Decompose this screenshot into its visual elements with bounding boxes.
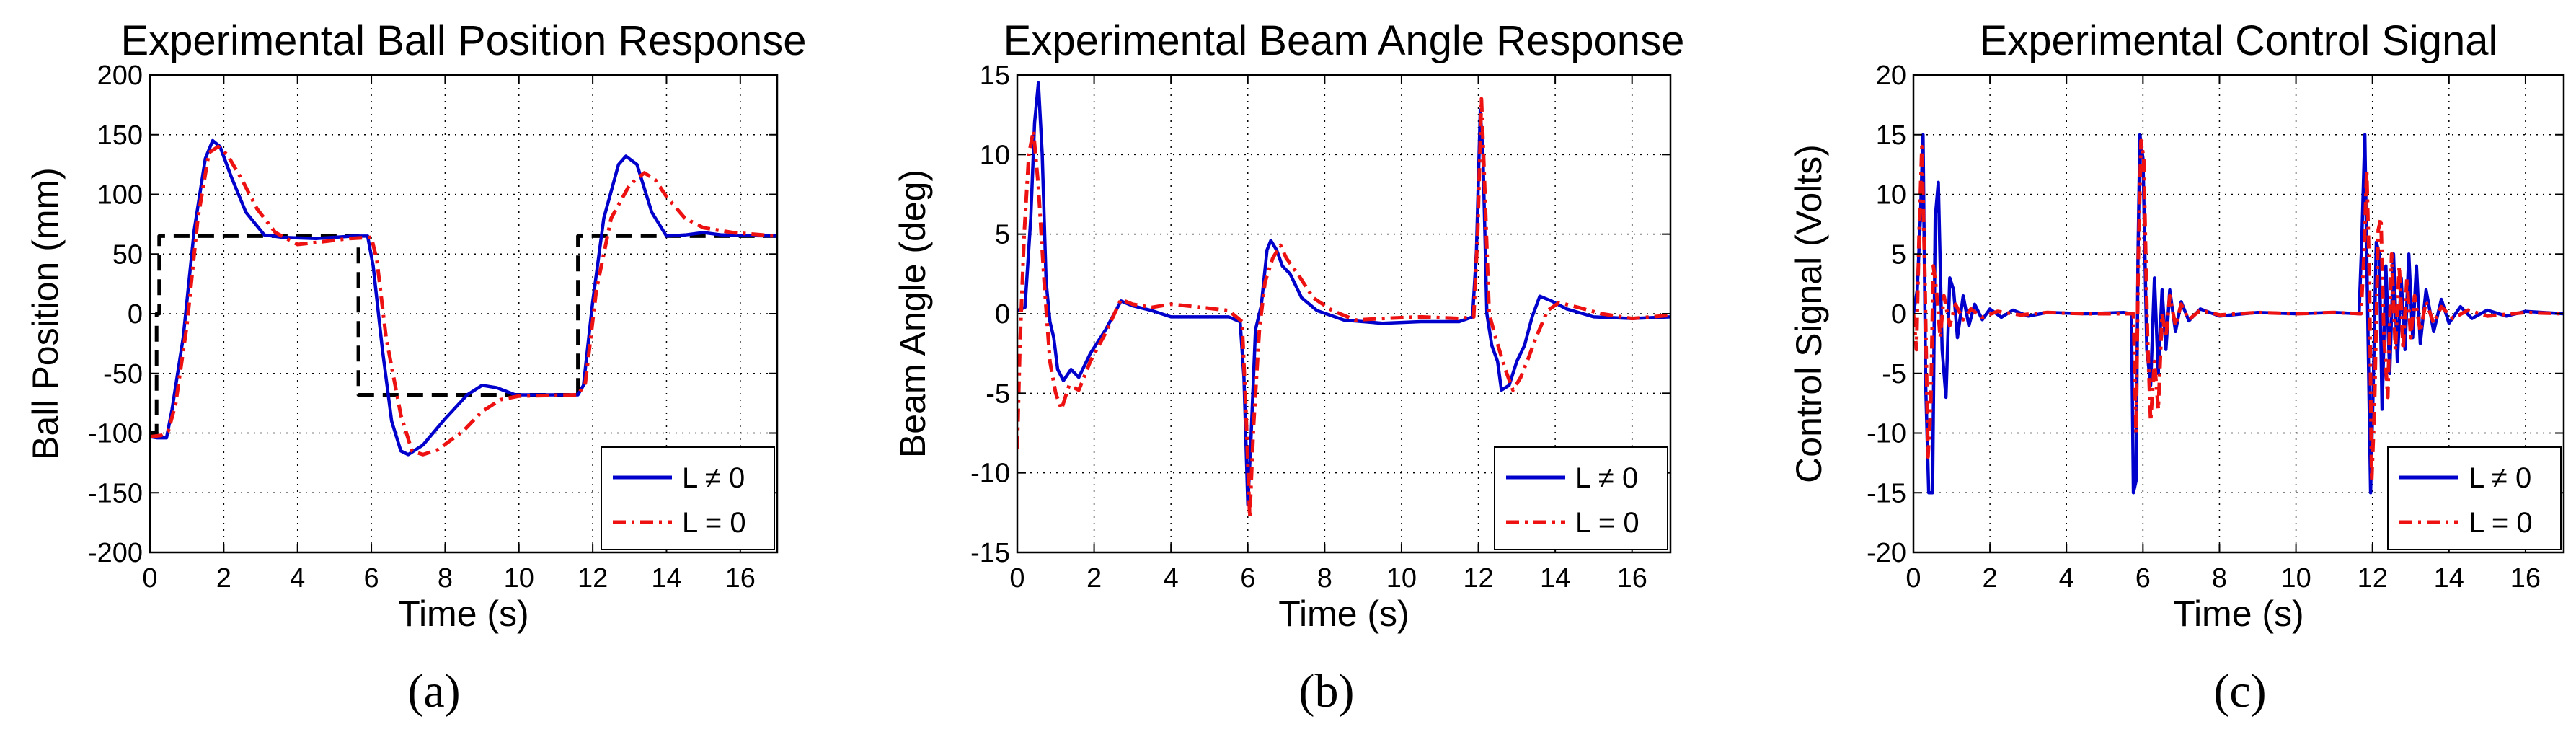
chart-title: Experimental Control Signal [1980, 17, 2498, 64]
legend-entry-label: L ≠ 0 [682, 462, 745, 494]
x-tick-label: 4 [290, 563, 305, 594]
x-tick-label: 2 [216, 563, 231, 594]
y-tick-label: -15 [970, 538, 1010, 568]
legend: L ≠ 0 L = 0 [1494, 446, 1668, 550]
y-tick-label: -15 [1867, 478, 1906, 508]
legend-entry-label: L ≠ 0 [1575, 462, 1638, 494]
y-tick-label: 0 [128, 299, 143, 330]
x-tick-label: 16 [725, 563, 756, 594]
y-tick-label: 100 [97, 180, 143, 211]
legend: L ≠ 0 L = 0 [2387, 446, 2562, 550]
x-axis-label: Time (s) [398, 594, 528, 634]
x-tick-label: 0 [142, 563, 157, 594]
panel-label: (a) [407, 665, 460, 718]
x-tick-label: 8 [2212, 563, 2227, 594]
x-tick-label: 10 [2280, 563, 2311, 594]
legend-box [1494, 446, 1668, 550]
legend-box [2387, 446, 2562, 550]
y-tick-label: -100 [88, 419, 143, 449]
y-tick-label: -150 [88, 478, 143, 508]
legend: L ≠ 0 L = 0 [601, 446, 775, 550]
series-line-l-zero [150, 144, 777, 457]
x-tick-label: 2 [1086, 563, 1102, 594]
y-tick-label: -10 [970, 459, 1010, 489]
y-axis-label: Beam Angle (deg) [893, 169, 933, 458]
x-tick-label: 16 [2510, 563, 2541, 594]
x-tick-label: 4 [2059, 563, 2074, 594]
y-tick-label: -5 [986, 379, 1010, 409]
y-tick-label: -200 [88, 538, 143, 568]
x-tick-label: 16 [1617, 563, 1647, 594]
y-tick-label: -20 [1867, 538, 1906, 568]
y-tick-label: 10 [1876, 180, 1906, 211]
x-tick-label: 8 [1317, 563, 1332, 594]
legend-entry-label: L = 0 [2469, 507, 2533, 539]
chart-title: Experimental Ball Position Response [120, 17, 806, 64]
series-line-l-zero [1017, 97, 1670, 519]
y-tick-label: 0 [995, 299, 1010, 330]
x-tick-label: 12 [577, 563, 608, 594]
chart-panel-b: 0 2 4 6 8 10 12 14 16 -15 -10 -5 0 5 10 15Experimental … [893, 17, 1684, 718]
x-tick-label: 6 [363, 563, 379, 594]
y-axis-label: Control Signal (Volts) [1789, 144, 1829, 483]
x-tick-label: 0 [1009, 563, 1024, 594]
x-tick-label: 14 [651, 563, 681, 594]
x-tick-label: 10 [1386, 563, 1417, 594]
x-tick-label: 14 [1540, 563, 1570, 594]
y-tick-label: 0 [1891, 299, 1906, 330]
y-tick-label: 50 [112, 239, 143, 270]
y-tick-label: -5 [1882, 359, 1906, 389]
series-line-l-nonzero [150, 138, 777, 457]
y-tick-label: 5 [995, 220, 1010, 250]
chart-title: Experimental Beam Angle Response [1004, 17, 1685, 64]
y-tick-label: 10 [980, 140, 1010, 170]
x-tick-label: 0 [1906, 563, 1921, 594]
x-tick-label: 6 [2135, 563, 2151, 594]
x-axis-label: Time (s) [2173, 594, 2303, 634]
x-tick-label: 14 [2434, 563, 2464, 594]
series-group [1017, 81, 1670, 519]
y-tick-label: 5 [1891, 239, 1906, 270]
legend-entry-label: L = 0 [1575, 507, 1639, 539]
legend-entry-label: L ≠ 0 [2469, 462, 2531, 494]
y-tick-label: 15 [980, 61, 1010, 91]
panel-label: (c) [2213, 665, 2266, 718]
y-tick-label: 15 [1876, 120, 1906, 151]
x-tick-label: 4 [1164, 563, 1179, 594]
x-tick-label: 8 [438, 563, 453, 594]
y-axis-label: Ball Position (mm) [25, 167, 66, 460]
panel-label: (b) [1299, 665, 1355, 718]
x-tick-label: 12 [1463, 563, 1493, 594]
y-tick-label: 150 [97, 120, 143, 151]
chart-panel-a: 0 2 4 6 8 10 12 14 16 -200 -150 -100 -50 0 50 100 150 200… [25, 17, 807, 718]
reference-line [150, 234, 777, 435]
grid [150, 75, 777, 552]
y-tick-label: -50 [103, 359, 143, 389]
x-axis-label: Time (s) [1278, 594, 1409, 634]
x-tick-label: 10 [504, 563, 534, 594]
x-tick-label: 12 [2358, 563, 2388, 594]
series-group [150, 138, 777, 457]
x-tick-label: 6 [1240, 563, 1255, 594]
legend-entry-label: L = 0 [682, 507, 746, 539]
series-line-l-zero [1913, 138, 2564, 483]
chart-panel-c: 0 2 4 6 8 10 12 14 16 -20 -15 -10 -5 0 5 10 15 20 Experime… [1789, 17, 2565, 718]
y-tick-label: -10 [1867, 419, 1906, 449]
series-line-l-nonzero [1017, 81, 1670, 507]
legend-box [601, 446, 775, 550]
y-tick-label: 200 [97, 61, 143, 91]
series-group [1913, 133, 2564, 495]
x-tick-label: 2 [1983, 563, 1998, 594]
y-tick-label: 20 [1876, 61, 1906, 91]
